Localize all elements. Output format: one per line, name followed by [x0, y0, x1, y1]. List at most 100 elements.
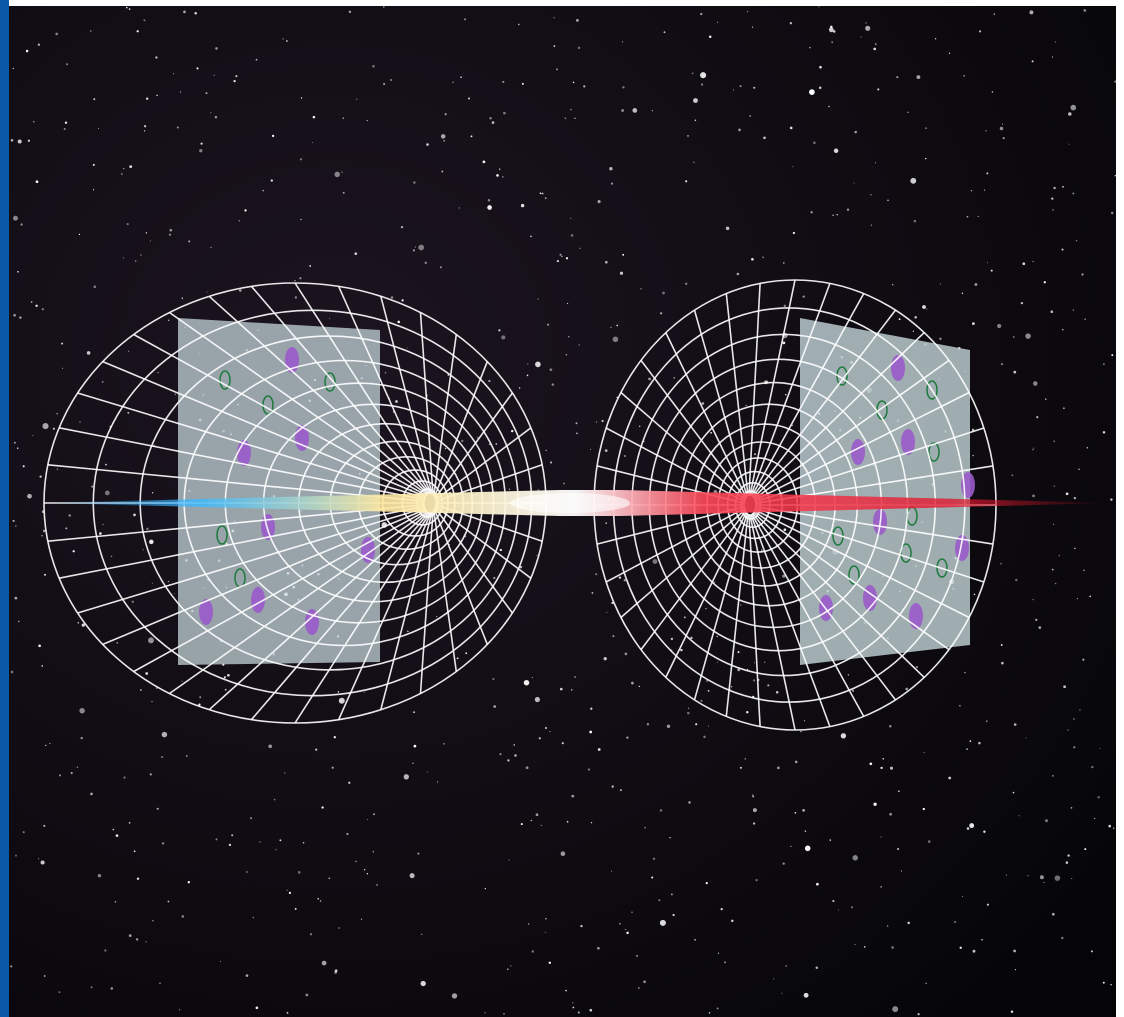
- star: [687, 711, 690, 715]
- star: [188, 240, 191, 243]
- star: [561, 255, 563, 258]
- star: [604, 260, 608, 264]
- star: [1031, 60, 1034, 63]
- star: [963, 74, 966, 77]
- star: [685, 282, 688, 285]
- star: [76, 766, 79, 769]
- star: [889, 725, 892, 728]
- star: [174, 393, 177, 396]
- star: [590, 822, 593, 824]
- grid-radial: [133, 333, 427, 496]
- star: [611, 870, 613, 872]
- star: [319, 900, 322, 902]
- star: [611, 601, 614, 605]
- star: [1111, 354, 1114, 357]
- star: [880, 836, 882, 838]
- grid-radial: [749, 514, 796, 731]
- star: [889, 766, 894, 770]
- star: [364, 691, 366, 693]
- star: [986, 172, 989, 175]
- star: [181, 680, 183, 682]
- star: [731, 919, 734, 923]
- star: [916, 75, 921, 80]
- star: [181, 297, 183, 299]
- star: [803, 992, 809, 998]
- grid-radial: [748, 283, 761, 496]
- star: [44, 573, 46, 576]
- star: [355, 860, 357, 863]
- star: [700, 12, 703, 16]
- star: [892, 284, 894, 286]
- star: [1029, 10, 1034, 15]
- star: [1102, 363, 1105, 366]
- star: [705, 607, 707, 610]
- grid-radial: [754, 510, 950, 651]
- star: [753, 86, 756, 89]
- star: [214, 115, 218, 119]
- star: [819, 65, 822, 69]
- star: [959, 704, 961, 707]
- star: [233, 79, 236, 83]
- star: [128, 8, 131, 10]
- star: [907, 921, 910, 925]
- star: [14, 596, 18, 600]
- star: [508, 859, 510, 861]
- star: [810, 211, 813, 214]
- star: [299, 158, 303, 161]
- star: [631, 681, 634, 685]
- star: [210, 246, 212, 249]
- star: [40, 860, 45, 865]
- star: [563, 482, 565, 485]
- star: [626, 736, 629, 739]
- star: [456, 657, 459, 660]
- star: [694, 938, 696, 941]
- star: [104, 490, 110, 496]
- star: [403, 774, 409, 780]
- star: [545, 449, 547, 452]
- star: [62, 367, 64, 369]
- star: [426, 143, 429, 146]
- star: [530, 819, 533, 822]
- star: [1052, 775, 1054, 777]
- star: [252, 916, 255, 919]
- star: [121, 173, 123, 175]
- star: [507, 759, 510, 762]
- star: [948, 52, 951, 54]
- star: [751, 26, 754, 28]
- star: [328, 877, 331, 880]
- star: [112, 828, 115, 831]
- star: [259, 841, 261, 843]
- star: [870, 224, 873, 226]
- star: [624, 929, 626, 931]
- star: [1012, 791, 1015, 794]
- star: [538, 737, 541, 740]
- grid-radial: [294, 282, 431, 494]
- star: [816, 882, 819, 886]
- star: [521, 82, 524, 85]
- star: [294, 296, 298, 299]
- star: [32, 434, 34, 436]
- grid-radial: [433, 361, 489, 497]
- star: [228, 843, 232, 847]
- star: [125, 6, 128, 9]
- star: [58, 991, 61, 993]
- star: [782, 574, 786, 578]
- grid-radial: [77, 392, 426, 499]
- star: [1000, 644, 1003, 646]
- star: [341, 171, 343, 173]
- star: [762, 256, 764, 259]
- star: [912, 330, 914, 332]
- star: [896, 76, 899, 79]
- star: [101, 380, 104, 383]
- star: [17, 620, 20, 623]
- star: [149, 539, 154, 545]
- star: [1054, 582, 1057, 585]
- star: [853, 182, 855, 184]
- star: [603, 657, 607, 661]
- star: [564, 117, 567, 120]
- star: [294, 280, 296, 282]
- star: [737, 668, 741, 672]
- star: [717, 952, 720, 954]
- star: [520, 823, 523, 826]
- star: [300, 218, 302, 221]
